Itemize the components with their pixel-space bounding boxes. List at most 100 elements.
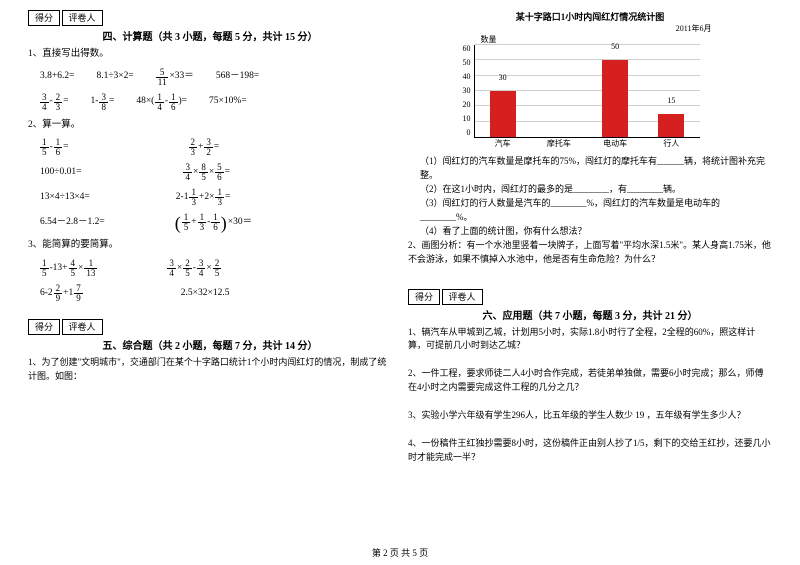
fraction: 15 <box>40 259 49 278</box>
fraction: 16 <box>54 138 63 157</box>
fraction: 34 <box>183 163 192 182</box>
y-tick: 30 <box>463 87 471 95</box>
y-tick: 50 <box>463 59 471 67</box>
expr: 1- 38 = <box>91 93 115 112</box>
expr: 100÷0.01= <box>40 168 81 178</box>
score-box: 得分 评卷人 <box>28 10 102 26</box>
page-footer: 第 2 页 共 5 页 <box>0 545 800 565</box>
fraction: 15 <box>40 138 49 157</box>
calc-row-3: 15 - 16 = 23 + 32 = <box>40 138 392 157</box>
y-tick: 0 <box>467 129 471 137</box>
plot-area: 305015 <box>474 45 700 138</box>
app-q2: 2、一件工程，要求师徒二人4小时合作完成，若徒弟单独做，需要6小时完成；那么，师… <box>408 367 772 395</box>
expr: 23 + 32 = <box>189 138 220 157</box>
x-tick-label: 汽车 <box>475 138 531 149</box>
score-label: 得分 <box>28 10 60 26</box>
fraction: 29 <box>54 284 63 303</box>
q3-stem: 3、能简算的要简算。 <box>28 238 392 253</box>
chart-title: 某十字路口1小时内闯红灯情况统计图 <box>463 10 718 23</box>
score-label: 得分 <box>408 289 440 305</box>
grader-label: 评卷人 <box>442 289 483 305</box>
q1-stem: 1、直接写出得数。 <box>28 47 392 62</box>
expr: 75×10%= <box>209 97 247 107</box>
expr: 6-2 29 +1 79 <box>40 284 83 303</box>
fraction: 34 <box>40 93 49 112</box>
fraction: 85 <box>199 163 208 182</box>
x-tick-label: 电动车 <box>587 138 643 149</box>
expr: 48×( 14 - 16 )= <box>136 93 187 112</box>
score-label: 得分 <box>28 319 60 335</box>
y-axis: 60 50 40 30 20 10 0 <box>463 45 474 137</box>
grader-label: 评卷人 <box>62 10 103 26</box>
fraction: 45 <box>69 259 78 278</box>
y-tick: 40 <box>463 73 471 81</box>
fraction: 113 <box>84 259 97 278</box>
expr: 568－198= <box>216 72 259 82</box>
expr: 2.5×32×12.5 <box>181 289 230 299</box>
expr: 8.1÷3×2= <box>96 72 133 82</box>
fraction: 25 <box>183 259 192 278</box>
grader-label: 评卷人 <box>62 319 103 335</box>
bar-value-label: 30 <box>490 73 516 82</box>
chart-box: 60 50 40 30 20 10 0 305015 <box>463 45 718 138</box>
y-tick: 20 <box>463 101 471 109</box>
fraction: 13 <box>215 188 224 207</box>
expr: 15 -13+ 45 × 113 <box>40 259 97 278</box>
calc-row-6: 6.54－2.8－1.2= ( 15 + 13 - 16 ) ×30＝ <box>40 213 392 232</box>
fraction: 25 <box>213 259 222 278</box>
chart-subtitle: 2011年6月 <box>463 23 712 34</box>
right-column: 某十字路口1小时内闯红灯情况统计图 2011年6月 数量 60504030201… <box>400 10 780 545</box>
x-tick-label: 行人 <box>643 138 699 149</box>
zh1-sub2: （2）在这1小时内，闯红灯的最多的是________，有________辆。 <box>420 183 772 197</box>
fraction: 14 <box>155 93 164 112</box>
fraction: 56 <box>215 163 224 182</box>
expr: 34 × 85 × 56 = <box>183 163 230 182</box>
x-tick-label: 摩托车 <box>531 138 587 149</box>
bar-value-label: 15 <box>658 96 684 105</box>
score-box: 得分 评卷人 <box>28 319 102 335</box>
app-q3: 3、实验小学六年级有学生296人，比五年级的学生人数少 19 ，五年级有学生多少… <box>408 409 772 423</box>
bar <box>602 60 628 137</box>
zh1-sub4: （4）看了上面的统计图，你有什么想法？ <box>420 225 772 239</box>
fraction: 16 <box>211 213 220 232</box>
expr: ( 15 + 13 - 16 ) ×30＝ <box>175 213 252 232</box>
calc-row-5: 13×4÷13×4= 2-1 13 +2× 13 = <box>40 188 392 207</box>
fraction: 34 <box>167 259 176 278</box>
page-container: 得分 评卷人 四、计算题（共 3 小题，每题 5 分，共计 15 分） 1、直接… <box>0 0 800 545</box>
fraction: 15 <box>182 213 191 232</box>
fraction: 79 <box>74 284 83 303</box>
fraction: 32 <box>204 138 213 157</box>
expr: 6.54－2.8－1.2= <box>40 218 105 228</box>
expr: 511 ×33＝ <box>156 68 194 87</box>
zh2-stem: 2、画图分析：有一个水池里竖着一块牌子，上面写着"平均水深1.5米"。某人身高1… <box>408 239 772 267</box>
expr: 2-1 13 +2× 13 = <box>176 188 231 207</box>
y-tick: 60 <box>463 45 471 53</box>
zh1-stem: 1、为了创建"文明城市"，交通部门在某个十字路口统计1个小时内闯红灯的情况，制成… <box>28 356 392 384</box>
bar <box>658 114 684 137</box>
expr: 34 × 25 - 34 × 25 <box>167 259 221 278</box>
fraction: 511 <box>156 68 169 87</box>
q2-stem: 2、算一算。 <box>28 118 392 133</box>
grid-line <box>475 59 700 60</box>
calc-row-1: 3.8+6.2= 8.1÷3×2= 511 ×33＝ 568－198= <box>40 68 392 87</box>
expr: 13×4÷13×4= <box>40 193 90 203</box>
zh1-sub1: （1）闯红灯的汽车数量是摩托车的75%，闯红灯的摩托车有______辆，将统计图… <box>420 155 772 183</box>
left-column: 得分 评卷人 四、计算题（共 3 小题，每题 5 分，共计 15 分） 1、直接… <box>20 10 400 545</box>
bar <box>490 91 516 137</box>
fraction: 38 <box>99 93 108 112</box>
fraction: 23 <box>54 93 63 112</box>
y-tick: 10 <box>463 115 471 123</box>
fraction: 13 <box>198 213 207 232</box>
expr: 15 - 16 = <box>40 138 69 157</box>
fraction: 13 <box>189 188 198 207</box>
section-4-title: 四、计算题（共 3 小题，每题 5 分，共计 15 分） <box>28 28 392 43</box>
app-q1: 1、辆汽车从甲城到乙城，计划用5小时，实际1.8小时行了全程，2全程的60%，照… <box>408 326 772 354</box>
x-axis-labels: 汽车摩托车电动车行人 <box>475 138 700 149</box>
app-q4: 4、一份稿件王红独抄需要8小时，这份稿件正由别人抄了1/5，剩下的交给王红抄，还… <box>408 437 772 465</box>
fraction: 23 <box>189 138 198 157</box>
expr: 34 - 23 = <box>40 93 69 112</box>
score-box: 得分 评卷人 <box>408 289 482 305</box>
fraction: 34 <box>197 259 206 278</box>
calc-row-2: 34 - 23 = 1- 38 = 48×( 14 - 16 )= 75×10%… <box>40 93 392 112</box>
section-5-title: 五、综合题（共 2 小题，每题 7 分，共计 14 分） <box>28 337 392 352</box>
